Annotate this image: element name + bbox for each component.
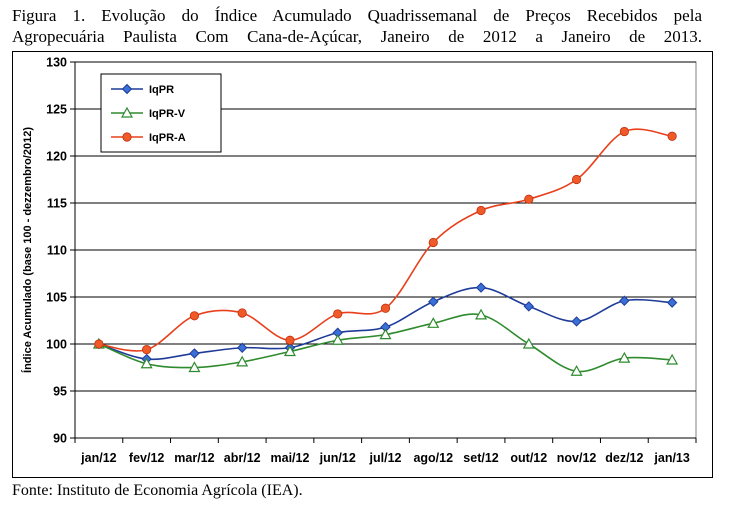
- data-point-iqpr-a-9: [524, 194, 534, 204]
- data-point-iqpr-a-7: [428, 237, 438, 248]
- x-tick-label: mai/12: [271, 451, 310, 465]
- x-tick-label: dez/12: [605, 451, 643, 465]
- data-point-iqpr-v-1: [140, 357, 153, 369]
- x-tick-label: ago/12: [413, 451, 453, 465]
- y-tick-label: 125: [46, 103, 67, 117]
- x-tick-label: set/12: [463, 451, 498, 465]
- data-point-iqpr-a-5: [333, 309, 343, 319]
- caption-line-1: Figura 1. Evolução do Índice Acumulado Q…: [12, 6, 702, 25]
- data-point-iqpr-11: [619, 295, 630, 306]
- data-point-iqpr-10: [571, 316, 582, 327]
- chart-frame: 90 95 100 105 110 115 120 125 130 jan/12 fev/12 mar…: [12, 51, 713, 478]
- legend-marker-iqpr-v: [120, 106, 134, 118]
- data-point-iqpr-v-12: [666, 353, 679, 365]
- y-tick-label: 120: [46, 150, 67, 164]
- legend-marker-iqpr-a: [122, 132, 132, 142]
- y-tick-label: 95: [53, 385, 67, 399]
- data-point-iqpr-v-10: [570, 365, 583, 376]
- data-point-iqpr-a-1: [142, 345, 152, 355]
- source-note: Fonte: Instituto de Economia Agrícola (I…: [12, 482, 303, 499]
- x-tick-label: abr/12: [224, 451, 261, 465]
- data-point-iqpr-a-11: [619, 126, 629, 137]
- y-tick-label: 130: [46, 56, 67, 70]
- y-axis-title: Índice Acumulado (base 100 - dezzembro/2…: [21, 127, 34, 373]
- y-tick-label: 105: [46, 291, 67, 305]
- data-point-iqpr-12: [666, 297, 678, 308]
- data-point-iqpr-v-3: [236, 355, 249, 367]
- y-tick-label: 100: [46, 338, 67, 352]
- data-point-iqpr-a-0: [94, 339, 104, 349]
- data-point-iqpr-7: [428, 296, 439, 307]
- data-point-iqpr-v-8: [475, 308, 488, 320]
- data-point-iqpr-v-9: [522, 337, 535, 349]
- caption-line-2: Agropecuária Paulista Com Cana-de-Açúcar…: [12, 27, 702, 46]
- x-tick-label: out/12: [510, 451, 547, 465]
- legend-label-iqpr-v: IqPR-V: [149, 108, 186, 120]
- y-tick-label: 110: [47, 244, 67, 258]
- data-point-iqpr-a-6: [380, 303, 391, 313]
- legend-label-iqpr: IqPR: [149, 84, 174, 96]
- x-tick-label: jan/13: [653, 451, 689, 465]
- data-point-iqpr-a-2: [189, 311, 200, 321]
- data-point-iqpr-a-3: [237, 308, 247, 318]
- x-tick-label: jul/12: [369, 451, 402, 465]
- legend-label-iqpr-a: IqPR-A: [149, 132, 186, 144]
- data-point-iqpr-3: [236, 342, 248, 353]
- data-point-iqpr-9: [523, 301, 535, 312]
- data-point-iqpr-a-4: [285, 335, 295, 345]
- data-point-iqpr-v-11: [618, 351, 631, 363]
- x-tick-label: jan/12: [80, 451, 116, 465]
- x-tick-label: jun/12: [319, 451, 356, 465]
- data-point-iqpr-v-5: [331, 334, 344, 345]
- data-point-iqpr-a-10: [571, 174, 582, 185]
- data-point-iqpr-2: [189, 348, 200, 359]
- legend-marker-iqpr: [121, 83, 133, 95]
- data-point-iqpr-a-8: [476, 205, 486, 216]
- y-tick-label: 115: [47, 197, 67, 211]
- data-point-iqpr-8: [475, 282, 487, 293]
- data-point-iqpr-a-12: [667, 131, 677, 141]
- figure-caption: Figura 1. Evolução do Índice Acumulado Q…: [12, 5, 702, 47]
- y-tick-label: 90: [53, 432, 67, 446]
- data-point-iqpr-v-6: [379, 328, 392, 340]
- x-tick-label: fev/12: [129, 451, 164, 465]
- line-chart: 90 95 100 105 110 115 120 125 130 jan/12 fev/12 mar…: [21, 56, 697, 465]
- data-point-iqpr-v-4: [283, 345, 296, 357]
- data-point-iqpr-v-7: [427, 317, 440, 328]
- x-tick-label: mar/12: [174, 451, 214, 465]
- data-point-iqpr-v-2: [188, 361, 201, 373]
- x-tick-label: nov/12: [557, 451, 597, 465]
